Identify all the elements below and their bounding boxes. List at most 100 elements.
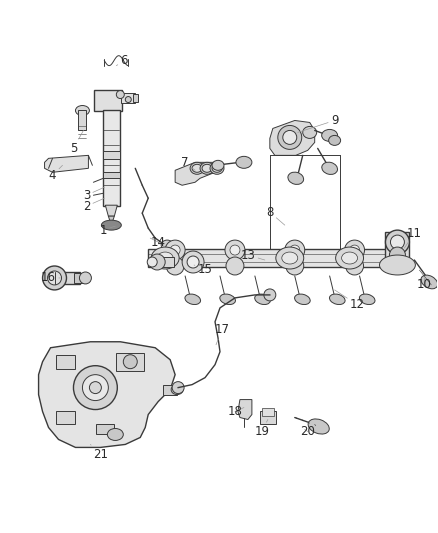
Ellipse shape <box>342 252 357 264</box>
Circle shape <box>89 382 101 393</box>
Ellipse shape <box>212 164 222 172</box>
Text: 14: 14 <box>150 236 166 248</box>
Polygon shape <box>45 155 88 172</box>
Bar <box>148 249 397 267</box>
Ellipse shape <box>236 156 252 168</box>
Bar <box>121 93 135 102</box>
Ellipse shape <box>282 252 298 264</box>
Circle shape <box>82 375 108 401</box>
Bar <box>133 94 138 101</box>
Ellipse shape <box>379 255 415 275</box>
Ellipse shape <box>185 294 201 304</box>
Bar <box>56 410 75 424</box>
Text: 16: 16 <box>41 271 60 285</box>
Bar <box>156 257 174 267</box>
Bar <box>385 232 410 264</box>
Text: 21: 21 <box>90 445 108 461</box>
Ellipse shape <box>161 240 173 250</box>
Text: 19: 19 <box>254 419 269 438</box>
Ellipse shape <box>190 163 204 174</box>
Text: 8: 8 <box>266 206 285 225</box>
Text: 15: 15 <box>194 263 212 277</box>
Text: 6: 6 <box>117 54 128 67</box>
Ellipse shape <box>322 162 338 174</box>
Text: 2: 2 <box>83 198 104 213</box>
Ellipse shape <box>359 294 375 304</box>
Ellipse shape <box>147 257 157 267</box>
Ellipse shape <box>202 164 212 172</box>
Ellipse shape <box>79 272 92 284</box>
Circle shape <box>345 240 364 260</box>
Polygon shape <box>238 400 252 419</box>
Bar <box>103 110 120 206</box>
Ellipse shape <box>328 135 341 146</box>
Ellipse shape <box>200 163 214 174</box>
Bar <box>117 353 144 370</box>
Bar <box>260 410 276 424</box>
Circle shape <box>187 256 199 268</box>
Circle shape <box>350 245 360 255</box>
Circle shape <box>226 257 244 275</box>
Text: 17: 17 <box>215 324 230 345</box>
Bar <box>96 424 114 434</box>
Ellipse shape <box>210 163 224 174</box>
Text: 3: 3 <box>83 187 104 201</box>
Polygon shape <box>106 205 117 216</box>
Ellipse shape <box>329 294 345 304</box>
Polygon shape <box>108 216 114 222</box>
Text: 18: 18 <box>227 405 244 418</box>
Circle shape <box>385 230 410 254</box>
Bar <box>56 355 75 369</box>
Ellipse shape <box>288 172 304 184</box>
Text: 9: 9 <box>298 114 339 132</box>
Ellipse shape <box>149 254 165 270</box>
Polygon shape <box>39 342 175 447</box>
Bar <box>262 408 274 416</box>
Ellipse shape <box>303 126 317 139</box>
Ellipse shape <box>295 294 310 304</box>
Circle shape <box>390 235 404 249</box>
Text: 13: 13 <box>240 248 265 262</box>
Circle shape <box>172 382 184 393</box>
Circle shape <box>230 245 240 255</box>
Circle shape <box>278 125 302 149</box>
Ellipse shape <box>220 294 236 304</box>
Text: 11: 11 <box>404 227 422 248</box>
Circle shape <box>166 257 184 275</box>
Ellipse shape <box>308 419 329 434</box>
Ellipse shape <box>421 275 438 289</box>
Circle shape <box>165 240 185 260</box>
Bar <box>103 172 120 178</box>
Ellipse shape <box>151 247 179 269</box>
Text: 10: 10 <box>417 278 432 292</box>
Circle shape <box>170 245 180 255</box>
Circle shape <box>264 289 276 301</box>
Ellipse shape <box>157 252 173 264</box>
Circle shape <box>290 245 300 255</box>
Circle shape <box>124 355 137 369</box>
Text: 7: 7 <box>181 156 195 171</box>
Bar <box>78 110 86 131</box>
Ellipse shape <box>255 294 270 304</box>
Bar <box>103 151 120 159</box>
Ellipse shape <box>42 266 67 290</box>
Circle shape <box>182 251 204 273</box>
Ellipse shape <box>212 160 224 171</box>
Bar <box>163 385 177 394</box>
Ellipse shape <box>171 385 183 394</box>
Polygon shape <box>175 163 215 185</box>
Text: 5: 5 <box>70 131 83 155</box>
Ellipse shape <box>75 106 89 116</box>
Text: 20: 20 <box>300 425 315 438</box>
Bar <box>74 273 86 283</box>
Circle shape <box>285 240 305 260</box>
Ellipse shape <box>336 247 364 269</box>
Circle shape <box>117 91 124 99</box>
Circle shape <box>389 247 406 263</box>
Bar <box>54 272 81 284</box>
Circle shape <box>283 131 297 144</box>
Ellipse shape <box>48 271 61 285</box>
Circle shape <box>125 96 131 102</box>
Circle shape <box>346 257 364 275</box>
Bar <box>95 90 122 111</box>
